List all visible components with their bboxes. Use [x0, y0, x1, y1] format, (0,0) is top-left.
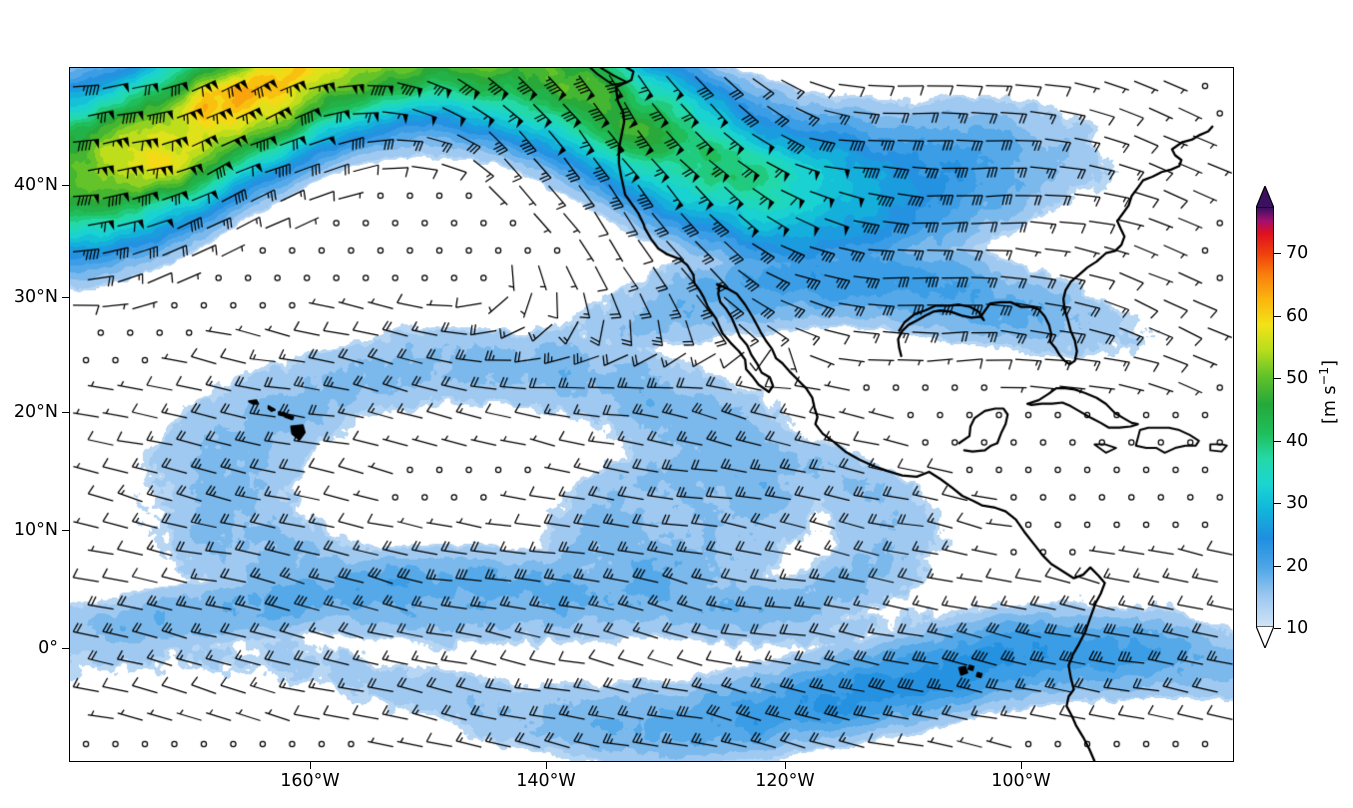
- latitude-tick-mark: [62, 648, 69, 650]
- colorbar-tick-label: 60: [1286, 306, 1309, 326]
- longitude-tick-mark: [546, 762, 548, 769]
- colorbar-tick-mark: [1274, 378, 1281, 380]
- longitude-tick-mark: [785, 762, 787, 769]
- latitude-tick-label: 30°N: [13, 287, 58, 307]
- colorbar-tick-mark: [1274, 503, 1281, 505]
- latitude-tick-label: 10°N: [13, 520, 58, 540]
- latitude-tick-label: 40°N: [13, 175, 58, 195]
- colorbar-gradient: [1256, 208, 1274, 626]
- colorbar-tick-label: 40: [1286, 431, 1309, 451]
- latitude-tick-label: 0°: [38, 638, 58, 658]
- colorbar-tick-label: 30: [1286, 493, 1309, 513]
- latitude-tick-mark: [62, 530, 69, 532]
- colorbar-tick-label: 70: [1286, 243, 1309, 263]
- colorbar-tick-mark: [1274, 316, 1281, 318]
- colorbar-axis-label: [m s−1]: [1316, 360, 1340, 424]
- map-plot-area[interactable]: [69, 67, 1234, 762]
- colorbar-label-exponent: −1: [1316, 366, 1331, 386]
- longitude-tick-label: 120°W: [755, 771, 815, 791]
- colorbar-tick-mark: [1274, 441, 1281, 443]
- longitude-tick-label: 100°W: [991, 771, 1051, 791]
- colorbar-over-arrow-icon: [1256, 186, 1274, 208]
- colorbar-tick-mark: [1274, 253, 1281, 255]
- colorbar-under-arrow-icon: [1256, 626, 1274, 648]
- colorbar[interactable]: [1256, 186, 1274, 648]
- latitude-tick-mark: [62, 412, 69, 414]
- wind-speed-field-canvas: [70, 68, 1233, 761]
- colorbar-label-prefix: [m s: [1319, 385, 1340, 424]
- colorbar-label-suffix: ]: [1319, 360, 1340, 367]
- latitude-tick-label: 20°N: [13, 402, 58, 422]
- colorbar-tick-mark: [1274, 628, 1281, 630]
- latitude-tick-mark: [62, 185, 69, 187]
- longitude-tick-label: 160°W: [280, 771, 340, 791]
- latitude-tick-mark: [62, 297, 69, 299]
- longitude-tick-label: 140°W: [516, 771, 576, 791]
- colorbar-tick-label: 50: [1286, 368, 1309, 388]
- colorbar-tick-label: 10: [1286, 618, 1309, 638]
- longitude-tick-mark: [1021, 762, 1023, 769]
- colorbar-tick-label: 20: [1286, 556, 1309, 576]
- longitude-tick-mark: [310, 762, 312, 769]
- colorbar-tick-mark: [1274, 566, 1281, 568]
